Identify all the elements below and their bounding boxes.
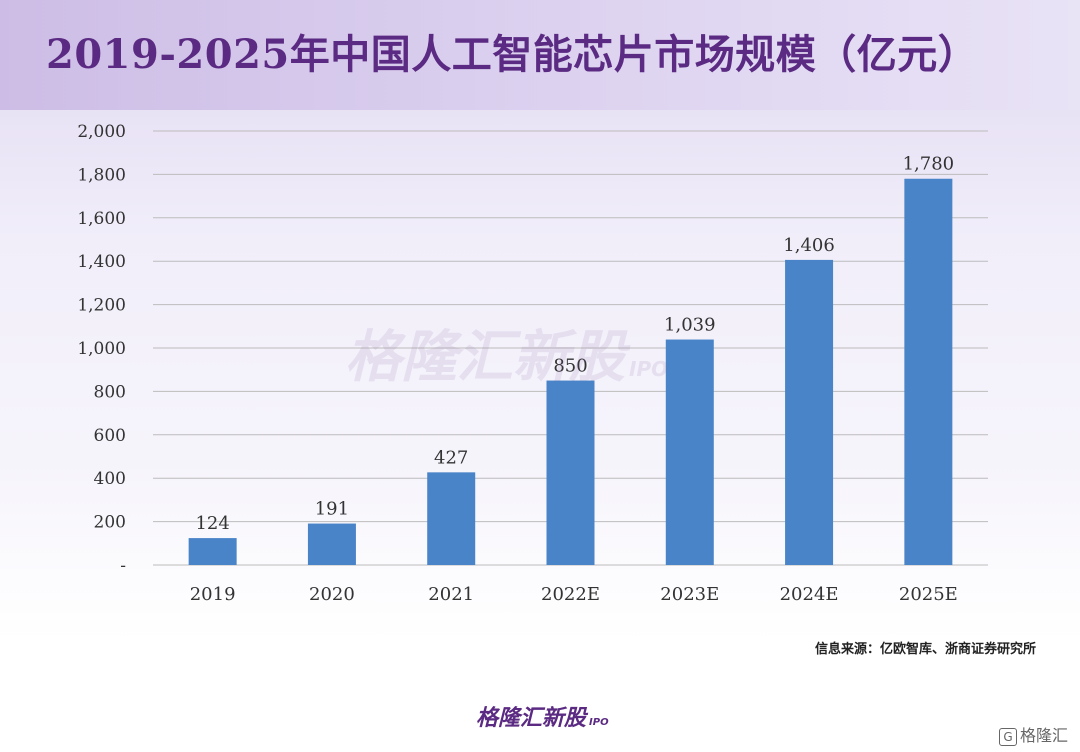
corner-logo-icon: G bbox=[998, 727, 1017, 746]
y-tick-label: - bbox=[120, 556, 126, 576]
brand-sub: IPO bbox=[589, 717, 609, 728]
x-tick-label: 2025E bbox=[899, 584, 958, 605]
data-label: 850 bbox=[553, 356, 587, 377]
bar bbox=[307, 523, 356, 565]
y-tick-label: 1,800 bbox=[77, 165, 126, 185]
y-tick-label: 600 bbox=[94, 426, 126, 446]
y-tick-label: 1,000 bbox=[77, 339, 126, 359]
y-tick-label: 800 bbox=[94, 382, 126, 402]
x-tick-label: 2022E bbox=[541, 584, 600, 605]
bar bbox=[188, 538, 237, 565]
x-tick-label: 2024E bbox=[780, 584, 839, 605]
source-note: 信息来源：亿欧智库、浙商证券研究所 bbox=[814, 642, 1036, 657]
data-label: 124 bbox=[195, 513, 229, 534]
x-tick-label: 2020 bbox=[309, 584, 355, 605]
watermark-text: 格隆汇新股 bbox=[345, 325, 625, 390]
y-tick-label: 2,000 bbox=[77, 122, 126, 142]
corner-logo: G 格隆汇 bbox=[998, 722, 1068, 746]
data-label: 1,406 bbox=[783, 235, 835, 256]
bar bbox=[546, 380, 595, 565]
data-label: 1,039 bbox=[664, 315, 716, 336]
y-tick-label: 1,200 bbox=[77, 296, 126, 316]
data-label: 427 bbox=[434, 447, 468, 468]
corner-logo-text: 格隆汇 bbox=[1019, 726, 1068, 745]
data-label: 191 bbox=[315, 499, 349, 520]
bar bbox=[665, 339, 714, 565]
y-tick-label: 400 bbox=[94, 469, 126, 489]
watermark-sub: IPO bbox=[629, 357, 669, 381]
brand-logo: 格隆汇新股 IPO bbox=[476, 700, 609, 732]
page-title: 2019-2025年中国人工智能芯片市场规模（亿元） bbox=[46, 31, 979, 78]
brand-text: 格隆汇新股 bbox=[476, 706, 587, 731]
x-tick-label: 2021 bbox=[428, 584, 474, 605]
header-band bbox=[0, 0, 1080, 110]
x-tick-label: 2023E bbox=[660, 584, 719, 605]
bar bbox=[785, 259, 834, 565]
bar bbox=[427, 472, 476, 565]
bar bbox=[904, 178, 953, 566]
watermark: 格隆汇新股 IPO bbox=[345, 312, 668, 393]
y-tick-label: 1,600 bbox=[77, 209, 126, 229]
x-tick-label: 2019 bbox=[190, 584, 236, 605]
y-tick-label: 200 bbox=[94, 513, 126, 533]
y-tick-label: 1,400 bbox=[77, 252, 126, 272]
data-label: 1,780 bbox=[903, 154, 955, 175]
